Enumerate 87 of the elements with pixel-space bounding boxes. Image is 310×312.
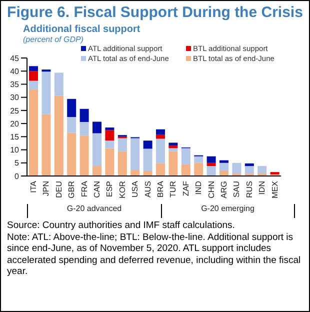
- bar: [194, 162, 204, 176]
- bar: [143, 148, 152, 172]
- bar: [168, 151, 178, 176]
- bar: [105, 127, 114, 130]
- bar: [206, 162, 216, 166]
- bar: [29, 80, 38, 90]
- bar: [130, 138, 140, 170]
- bar: [244, 166, 254, 174]
- x-tick-label: MEX: [270, 180, 280, 198]
- source-note: Source: Country authorities and IMF staff calculations.: [7, 220, 236, 232]
- chart-title: Figure 6. Fiscal Support During the Crisis: [6, 4, 304, 21]
- text: G-20 advanced: [27, 204, 160, 218]
- x-tick-label: ARG: [220, 181, 229, 198]
- y-tick-label: 45: [10, 54, 20, 63]
- x-tick-label: AUS: [143, 181, 152, 198]
- bar: [181, 148, 190, 164]
- y-tick-label: 35: [10, 80, 20, 90]
- y-tick-label: 15: [10, 132, 20, 142]
- x-tick-label: CAN: [92, 180, 102, 198]
- x-tick-label: BRA: [156, 180, 166, 198]
- x-tick-label: FRA: [80, 180, 89, 197]
- bar: [168, 148, 178, 152]
- bar: [54, 72, 64, 96]
- x-tick-label: TUR: [168, 180, 178, 198]
- bar: [194, 156, 204, 163]
- bar: [67, 117, 76, 133]
- bar: [92, 166, 102, 176]
- bar: [244, 163, 254, 166]
- y-tick-label: 20: [10, 119, 20, 128]
- x-tick-label: USA: [130, 180, 140, 198]
- x-tick-label: ITA: [29, 180, 38, 193]
- bar: [168, 142, 178, 146]
- bar: [42, 114, 51, 176]
- x-tick-label: CHN: [206, 180, 216, 198]
- bar: [67, 98, 76, 117]
- x-tick-label: JPN: [42, 180, 51, 196]
- bar: [29, 71, 38, 81]
- bar: [156, 138, 165, 164]
- x-tick-label: ZAF: [181, 180, 190, 196]
- y-tick-label: 0: [14, 172, 20, 181]
- bar: [206, 166, 216, 176]
- x-tick-label: ESP: [105, 181, 114, 198]
- x-tick-label: SAU: [232, 180, 242, 198]
- text: G-20 emerging: [160, 204, 295, 218]
- bar: [130, 170, 140, 176]
- bar: [92, 133, 102, 166]
- bar: [258, 166, 267, 174]
- y-tick-label: 40: [10, 66, 20, 76]
- y-axis-title: (percent of GDP): [23, 35, 84, 44]
- text: Note: ATL: Above-the-line; BTL: Below-the-line. Additional support is since end-June, as of November 5, 2020. ATL support includes accelerated spending and deferred revenue, including within the fiscal year.: [7, 232, 302, 278]
- bar: [220, 162, 228, 172]
- bar: [206, 156, 216, 163]
- bar: [29, 66, 38, 72]
- x-tick-label: IND: [194, 180, 204, 195]
- bar: [220, 160, 228, 163]
- bar: [54, 96, 64, 176]
- y-tick-label: 25: [10, 106, 20, 116]
- x-tick-label: IDN: [258, 180, 267, 195]
- bar: [143, 140, 152, 149]
- bar: [80, 108, 89, 122]
- x-tick-label: RUS: [244, 181, 254, 198]
- bar: [105, 148, 114, 176]
- x-tick-label: KOR: [118, 180, 127, 198]
- y-tick-label: 10: [10, 146, 20, 155]
- bar: [156, 134, 165, 139]
- bar: [181, 164, 190, 176]
- bar: [118, 151, 127, 176]
- x-tick-label: GBR: [67, 180, 76, 198]
- bar: [80, 122, 89, 136]
- chart-subtitle: Additional fiscal support: [23, 24, 142, 35]
- bar: [29, 89, 38, 176]
- bar: [105, 130, 114, 141]
- bar: [118, 138, 127, 152]
- bar: [67, 132, 76, 176]
- bar: [105, 140, 114, 148]
- bar: [80, 136, 89, 176]
- bar: [168, 146, 178, 148]
- bar: [220, 171, 228, 176]
- y-tick-label: 30: [10, 93, 20, 102]
- bar: [156, 129, 165, 135]
- bar: [156, 163, 165, 176]
- bar: [232, 162, 242, 174]
- y-tick-label: 5: [14, 158, 20, 168]
- x-tick-label: DEU: [54, 180, 64, 198]
- bar: [92, 122, 102, 134]
- bar: [143, 171, 152, 176]
- bar: [42, 72, 51, 114]
